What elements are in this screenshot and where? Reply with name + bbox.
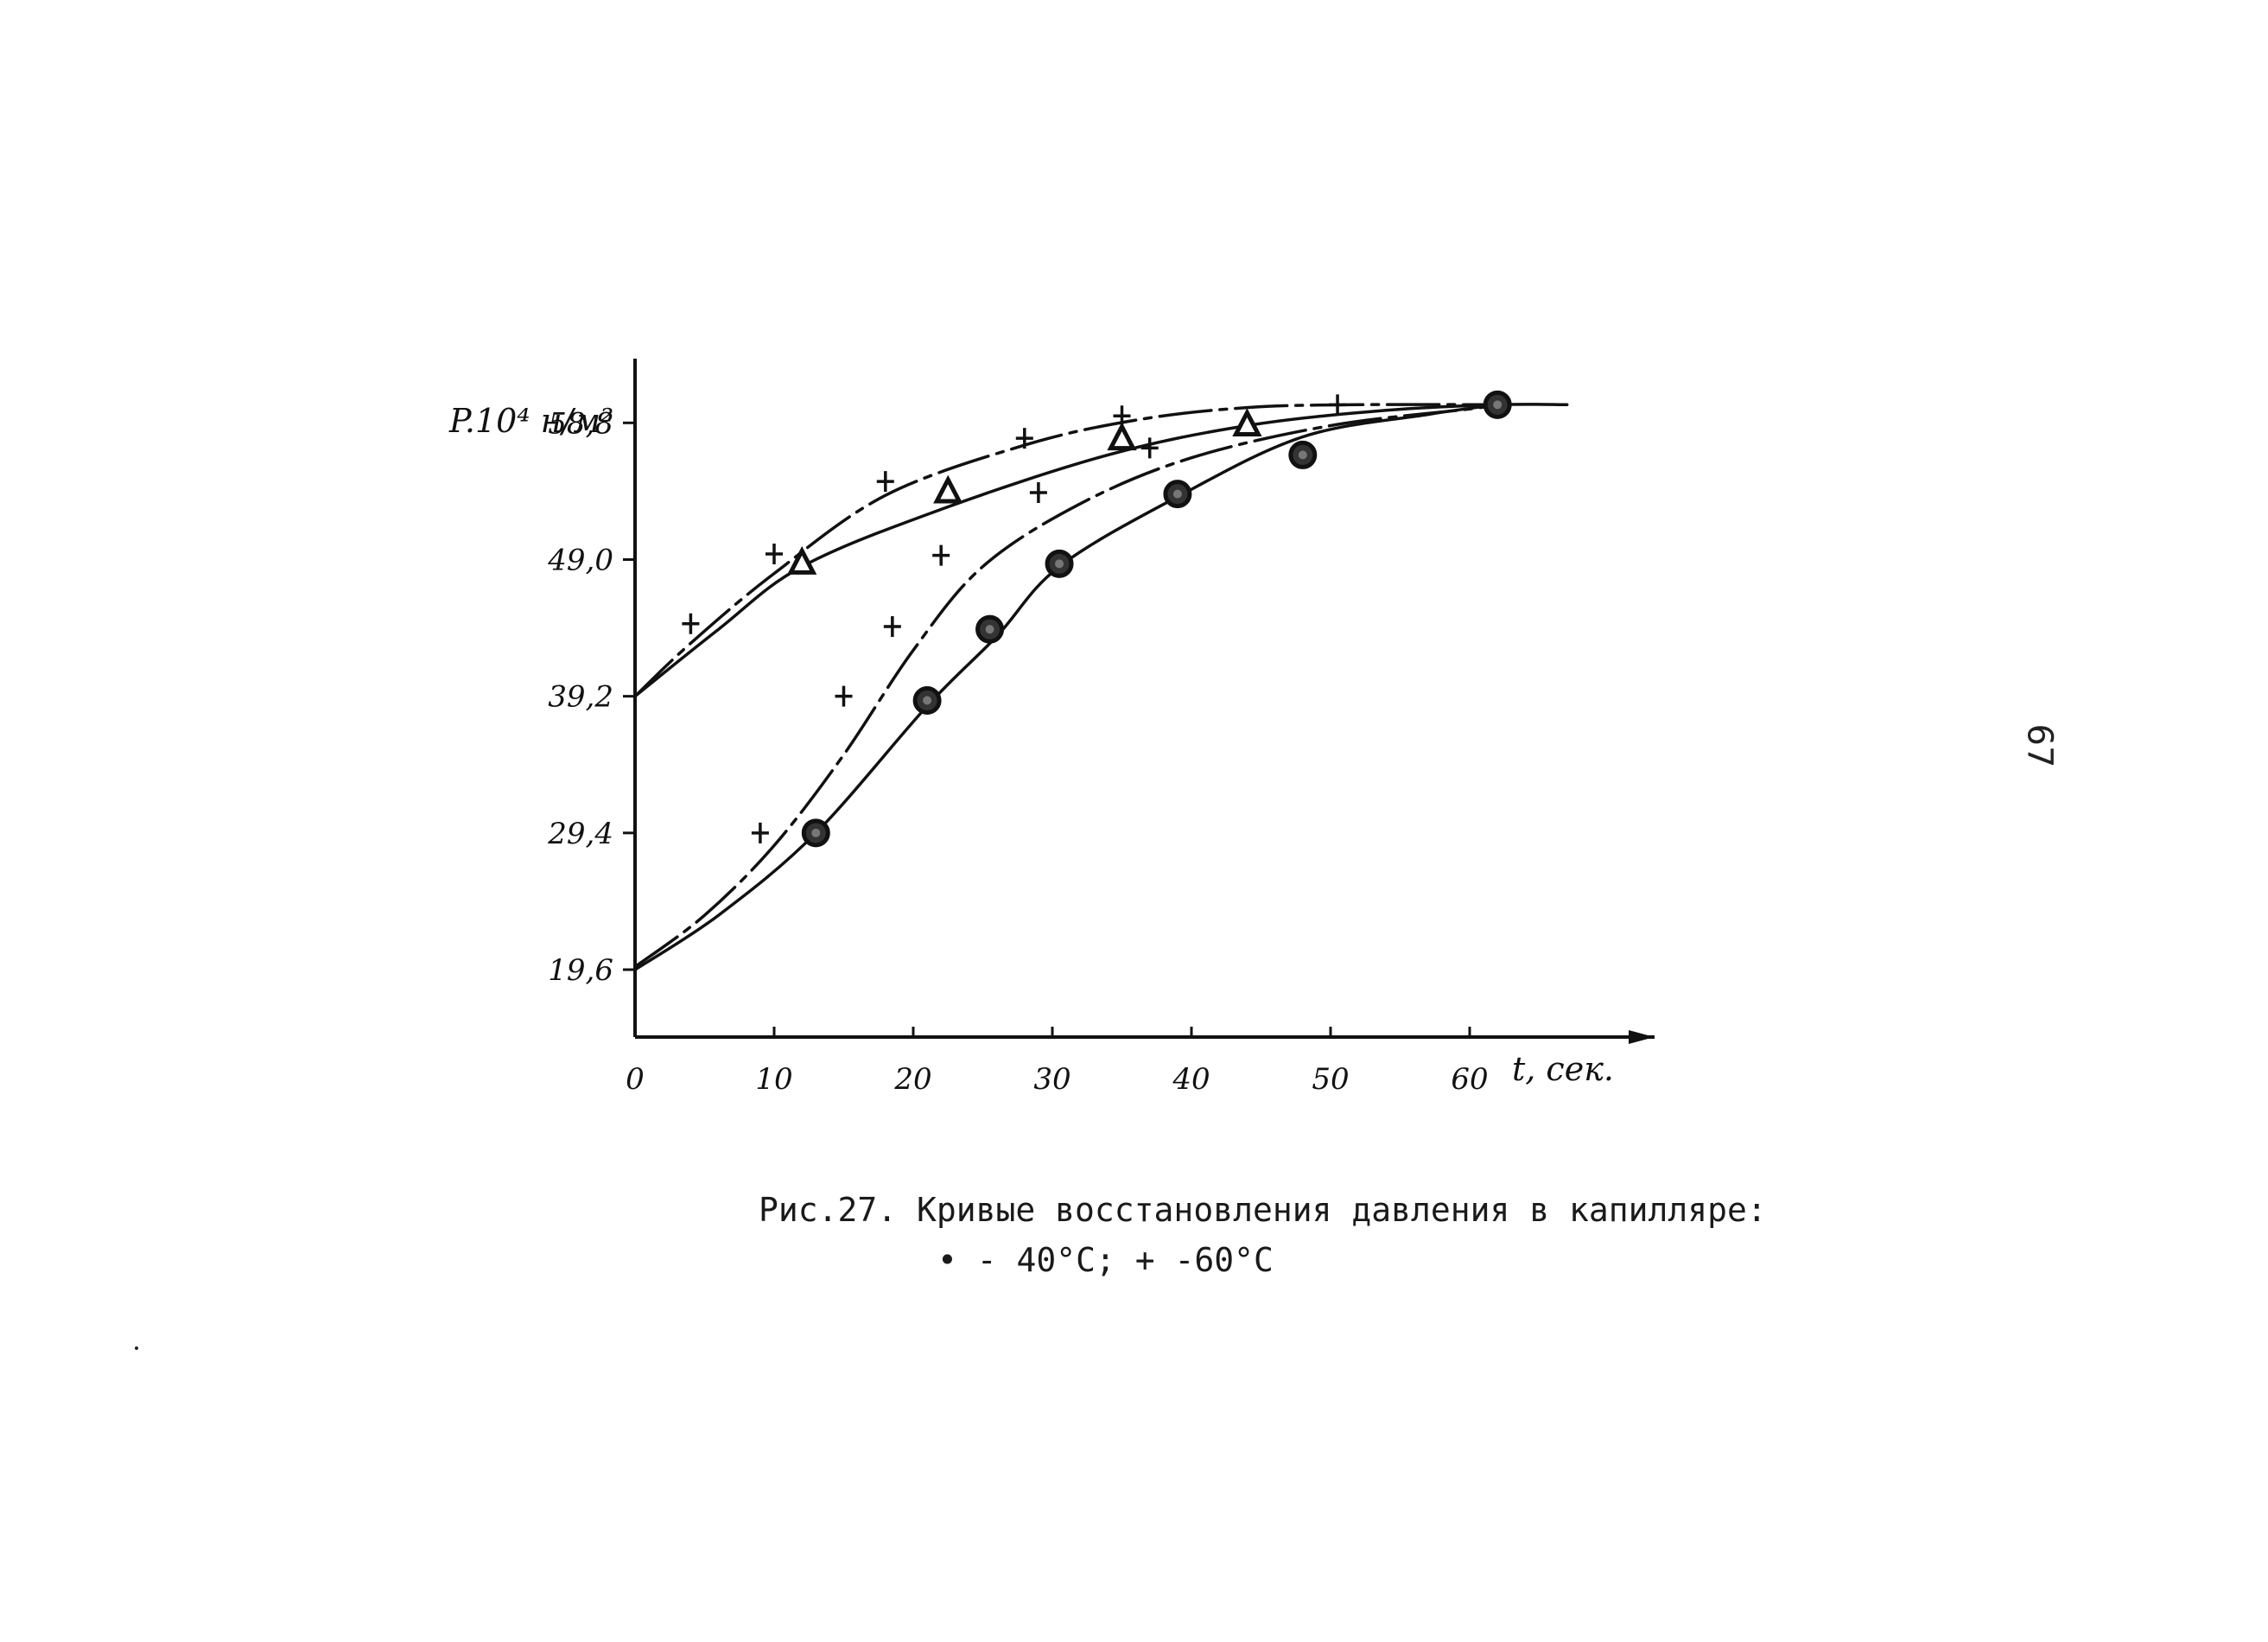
x-axis-arrow <box>1629 1030 1655 1044</box>
figure-caption: Рис.27. Кривые восстановления давления в… <box>759 1191 1767 1229</box>
x-axis-label: t, сек. <box>1512 1050 1614 1088</box>
data-point-plus <box>1329 394 1347 416</box>
series-3 <box>633 403 1499 969</box>
x-tick-label: 50 <box>1312 1062 1349 1097</box>
series-line <box>633 403 1499 698</box>
data-point-plus <box>682 613 700 634</box>
data-point-triangle <box>933 474 963 504</box>
y-tick-label: 19,6 <box>548 953 613 988</box>
data-point-circle-center <box>1298 450 1307 460</box>
data-point-circle-center <box>1172 489 1182 499</box>
series-line <box>633 403 1499 969</box>
series-layer <box>633 390 1569 971</box>
data-point-plus <box>766 544 783 565</box>
x-tick-label: 60 <box>1451 1062 1488 1097</box>
data-point-circle-center <box>1055 559 1064 569</box>
series-line <box>633 403 1499 971</box>
y-tick-label: 39,2 <box>548 680 613 715</box>
x-tick-label: 30 <box>1033 1062 1070 1097</box>
data-point-plus <box>835 685 853 707</box>
data-point-plus <box>751 822 769 843</box>
x-tick-label: 40 <box>1172 1062 1210 1097</box>
data-point-circle-center <box>1493 400 1502 410</box>
y-tick-label: 58,8 <box>548 406 613 441</box>
series-line <box>633 403 1569 698</box>
y-tick-label: 29,4 <box>547 817 613 851</box>
series-2 <box>633 403 1569 698</box>
ticks: 19,6 29,4 39,2 49,0 58,8 0 10 20 30 40 50 60 <box>547 406 1488 1097</box>
axes <box>633 359 1655 1044</box>
data-point-plus <box>1029 482 1047 504</box>
data-point-plus <box>1140 437 1159 459</box>
data-point-plus <box>883 615 901 637</box>
data-point-circle-center <box>985 625 994 634</box>
y-axis-label: P.10⁴ н/м² <box>448 402 613 440</box>
data-point-circle-center <box>923 696 932 705</box>
data-point-plus <box>932 544 950 566</box>
y-tick-label: 49,0 <box>547 543 613 577</box>
x-tick-label: 10 <box>755 1062 792 1097</box>
data-point-plus <box>1015 428 1033 449</box>
page-number: 67 <box>2019 723 2060 768</box>
data-point-plus <box>876 471 894 493</box>
figure-caption-legend: • - 40°C; + -60°C <box>937 1241 1274 1279</box>
data-point-triangle <box>1232 408 1262 437</box>
series-1 <box>633 394 1499 698</box>
x-tick-label: 20 <box>893 1062 931 1097</box>
scan-speck <box>135 1346 138 1350</box>
series-4 <box>633 390 1512 971</box>
data-point-circle-center <box>811 828 821 837</box>
data-point-triangle <box>787 545 817 575</box>
x-tick-label: 0 <box>626 1062 645 1097</box>
data-point-triangle <box>1107 422 1137 451</box>
